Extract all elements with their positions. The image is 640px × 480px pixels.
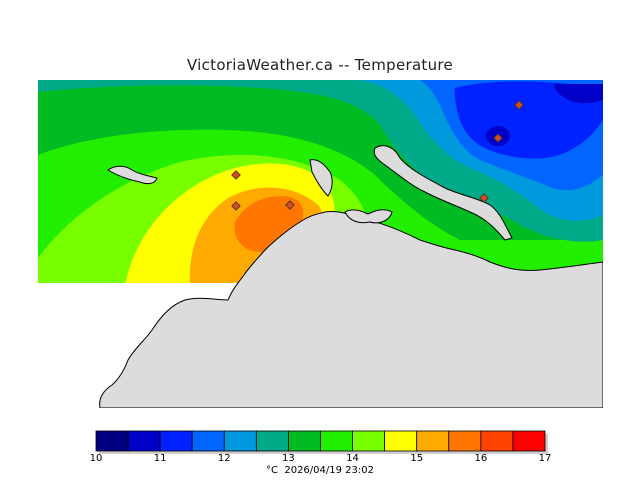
station-marker[interactable] xyxy=(493,133,503,143)
legend-swatch xyxy=(223,430,257,452)
timestamp: 2026/04/19 23:02 xyxy=(284,465,374,476)
station-marker[interactable] xyxy=(231,201,241,211)
legend-swatch xyxy=(448,430,482,452)
map-title: VictoriaWeather.ca -- Temperature xyxy=(186,56,454,74)
legend-tick-label: 16 xyxy=(474,453,488,464)
legend-swatch xyxy=(480,430,514,452)
station-marker[interactable] xyxy=(285,200,295,210)
legend-swatch xyxy=(320,430,353,452)
unit-label: °C xyxy=(266,465,278,476)
temperature-band-10.5 xyxy=(554,84,603,104)
legend-tick-label: 12 xyxy=(217,453,231,464)
legend-swatch xyxy=(288,430,321,452)
legend-swatch xyxy=(159,430,193,452)
island xyxy=(344,209,393,224)
station-marker[interactable] xyxy=(231,170,241,180)
legend-tick-label: 15 xyxy=(410,453,424,464)
legend-swatch xyxy=(416,430,450,452)
legend-swatch xyxy=(255,430,289,452)
legend-swatch xyxy=(127,430,161,452)
temperature-band-13-upper xyxy=(38,85,372,125)
island xyxy=(309,159,333,197)
station-marker[interactable] xyxy=(514,100,524,110)
land-mass xyxy=(99,211,603,408)
peninsula xyxy=(373,145,513,241)
legend-tick-label: 17 xyxy=(538,453,552,464)
island xyxy=(107,165,158,185)
legend-tick-label: 13 xyxy=(282,453,295,464)
weather-stations xyxy=(231,100,524,211)
station-marker[interactable] xyxy=(479,193,489,203)
legend-swatch xyxy=(512,430,546,452)
legend-swatch xyxy=(95,430,129,452)
map-footer: °C 2026/04/19 23:02 xyxy=(0,465,640,476)
legend-swatch xyxy=(384,430,418,452)
legend-tick-label: 10 xyxy=(89,453,103,464)
legend-tick-label: 11 xyxy=(153,453,167,464)
legend-swatch xyxy=(191,430,225,452)
legend-swatch xyxy=(352,430,386,452)
legend-tick-label: 14 xyxy=(346,453,359,464)
